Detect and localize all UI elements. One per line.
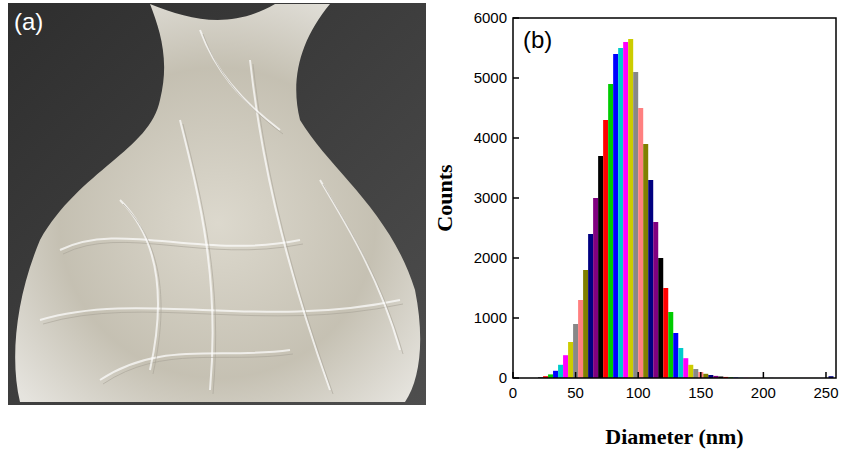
y-tick-label: 0 — [499, 369, 507, 386]
histogram-bar — [593, 198, 598, 378]
y-tick-label: 2000 — [474, 249, 507, 266]
wrinkle-shadow — [43, 304, 403, 324]
histogram-bar — [673, 333, 678, 378]
x-tick-label: 200 — [751, 384, 776, 401]
y-tick — [513, 317, 519, 319]
photo-background — [8, 3, 426, 405]
histogram-bar — [588, 234, 593, 378]
histogram-bar — [663, 288, 668, 378]
photo — [8, 3, 426, 405]
x-tick — [512, 372, 514, 378]
y-tick — [513, 77, 519, 79]
x-tick — [700, 372, 702, 378]
wrinkle-shadow — [63, 242, 303, 254]
x-tick-label: 0 — [509, 384, 517, 401]
bars — [538, 39, 833, 378]
x-tick-label: 100 — [626, 384, 651, 401]
x-tick-label: 250 — [813, 384, 838, 401]
y-tick — [513, 197, 519, 199]
y-tick — [513, 17, 519, 19]
x-tick — [637, 372, 639, 378]
histogram-bar — [693, 369, 698, 378]
x-tick — [763, 372, 765, 378]
wrinkle — [250, 60, 330, 390]
histogram-bar — [633, 72, 638, 378]
histogram-bar — [643, 144, 648, 378]
histogram-bar — [563, 355, 568, 378]
histogram-bar — [648, 180, 653, 378]
histogram-bar — [558, 365, 563, 378]
histogram-bar — [568, 342, 573, 378]
histogram-bar — [613, 54, 618, 378]
y-tick — [513, 137, 519, 139]
wrinkle-shadow — [103, 354, 293, 384]
histogram-bar — [598, 156, 603, 378]
wrinkle — [200, 30, 280, 130]
y-tick-label: 4000 — [474, 129, 507, 146]
histogram-bar — [553, 371, 558, 378]
histogram-bar — [583, 270, 588, 378]
histogram-bar — [623, 42, 628, 378]
histogram-bar — [658, 258, 663, 378]
histogram-bar — [603, 120, 608, 378]
y-tick — [513, 257, 519, 259]
histogram-bar — [653, 222, 658, 378]
histogram-bar — [628, 39, 633, 378]
wrinkle — [100, 350, 290, 380]
histogram-bar — [678, 348, 683, 378]
y-tick — [513, 377, 519, 379]
wrinkle — [120, 200, 158, 370]
y-tick-label: 3000 — [474, 189, 507, 206]
figure: (a) 0 50 100 150 200 250 0 1000 2000 3000 4000 5000 6… — [0, 0, 844, 452]
x-tick-label: 150 — [688, 384, 713, 401]
panel-label: (b) — [523, 26, 552, 53]
wrinkle-shadow — [323, 184, 403, 354]
x-tick-label: 50 — [567, 384, 584, 401]
plot-frame — [513, 18, 836, 378]
histogram-bar — [578, 300, 583, 378]
histogram-bar — [688, 365, 693, 378]
histogram-bar — [668, 312, 673, 378]
histogram-bar — [683, 358, 688, 378]
y-tick-label: 6000 — [474, 9, 507, 26]
wrinkle — [320, 180, 400, 350]
wrinkle — [180, 120, 213, 390]
histogram-bar — [698, 372, 703, 378]
y-tick-label: 1000 — [474, 309, 507, 326]
x-tick — [575, 372, 577, 378]
wrinkle-shadow — [123, 204, 161, 374]
panel-label: (a) — [14, 8, 43, 35]
x-axis-title: Diameter (nm) — [605, 424, 743, 449]
wrinkle — [40, 300, 400, 320]
fiber-mat — [15, 4, 420, 402]
histogram-bar — [573, 324, 578, 378]
y-axis-title: Counts — [432, 164, 457, 232]
histogram-bar — [638, 108, 643, 378]
wrinkle-shadow — [253, 64, 333, 394]
histogram-bar — [608, 84, 613, 378]
wrinkle-shadow — [203, 34, 283, 134]
x-tick — [825, 372, 827, 378]
histogram-bar — [618, 48, 623, 378]
y-tick-label: 5000 — [474, 69, 507, 86]
